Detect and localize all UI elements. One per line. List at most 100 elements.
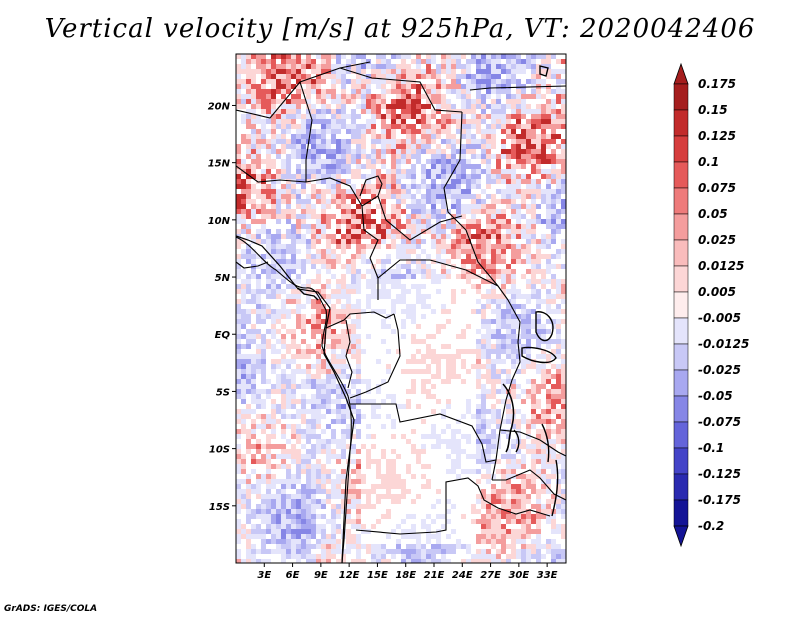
field-cell xyxy=(256,194,261,199)
field-cell xyxy=(296,69,301,74)
field-cell xyxy=(441,119,446,124)
field-cell xyxy=(521,314,526,319)
field-cell xyxy=(416,349,421,354)
field-cell xyxy=(411,209,416,214)
field-cell xyxy=(421,114,426,119)
field-cell xyxy=(396,119,401,124)
field-cell xyxy=(256,114,261,119)
field-cell xyxy=(356,479,361,484)
field-cell xyxy=(521,69,526,74)
field-cell xyxy=(501,384,506,389)
field-cell xyxy=(416,84,421,89)
field-cell xyxy=(556,379,561,384)
field-cell xyxy=(271,234,276,239)
field-cell xyxy=(316,434,321,439)
field-cell xyxy=(396,69,401,74)
field-cell xyxy=(486,494,491,499)
field-cell xyxy=(486,354,491,359)
field-cell xyxy=(416,339,421,344)
field-cell xyxy=(316,524,321,529)
field-cell xyxy=(281,424,286,429)
field-cell xyxy=(326,334,331,339)
field-cell xyxy=(271,534,276,539)
field-cell xyxy=(531,179,536,184)
field-cell xyxy=(536,249,541,254)
field-cell xyxy=(281,84,286,89)
field-cell xyxy=(321,159,326,164)
field-cell xyxy=(306,94,311,99)
field-cell xyxy=(431,74,436,79)
field-cell xyxy=(311,59,316,64)
field-cell xyxy=(471,149,476,154)
field-cell xyxy=(441,179,446,184)
field-cell xyxy=(356,64,361,69)
field-cell xyxy=(271,419,276,424)
field-cell xyxy=(426,169,431,174)
field-cell xyxy=(461,204,466,209)
field-cell xyxy=(451,54,456,59)
field-cell xyxy=(531,454,536,459)
field-cell xyxy=(481,294,486,299)
field-cell xyxy=(486,479,491,484)
field-cell xyxy=(266,304,271,309)
field-cell xyxy=(406,224,411,229)
field-cell xyxy=(556,499,561,504)
field-cell xyxy=(531,399,536,404)
field-cell xyxy=(456,174,461,179)
field-cell xyxy=(491,289,496,294)
field-cell xyxy=(521,199,526,204)
field-cell xyxy=(341,499,346,504)
field-cell xyxy=(481,424,486,429)
field-cell xyxy=(356,219,361,224)
field-cell xyxy=(501,109,506,114)
field-cell xyxy=(431,444,436,449)
field-cell xyxy=(361,309,366,314)
field-cell xyxy=(511,179,516,184)
field-cell xyxy=(511,154,516,159)
field-cell xyxy=(366,104,371,109)
field-cell xyxy=(261,289,266,294)
field-cell xyxy=(311,194,316,199)
field-cell xyxy=(541,119,546,124)
field-cell xyxy=(296,509,301,514)
field-cell xyxy=(311,464,316,469)
field-cell xyxy=(361,124,366,129)
field-cell xyxy=(351,124,356,129)
field-cell xyxy=(336,164,341,169)
field-cell xyxy=(346,164,351,169)
field-cell xyxy=(321,99,326,104)
field-cell xyxy=(371,64,376,69)
field-cell xyxy=(336,389,341,394)
field-cell xyxy=(446,219,451,224)
field-cell xyxy=(471,234,476,239)
field-cell xyxy=(561,109,566,114)
field-cell xyxy=(421,209,426,214)
field-cell xyxy=(411,449,416,454)
field-cell xyxy=(466,134,471,139)
field-cell xyxy=(441,259,446,264)
field-cell xyxy=(476,254,481,259)
field-cell xyxy=(541,159,546,164)
field-cell xyxy=(276,169,281,174)
field-cell xyxy=(341,214,346,219)
field-cell xyxy=(526,149,531,154)
field-cell xyxy=(291,479,296,484)
field-cell xyxy=(556,439,561,444)
field-cell xyxy=(421,179,426,184)
field-cell xyxy=(256,404,261,409)
field-cell xyxy=(406,389,411,394)
field-cell xyxy=(261,94,266,99)
field-cell xyxy=(321,59,326,64)
field-cell xyxy=(506,459,511,464)
field-cell xyxy=(356,174,361,179)
field-cell xyxy=(341,439,346,444)
field-cell xyxy=(296,309,301,314)
field-cell xyxy=(386,289,391,294)
field-cell xyxy=(561,169,566,174)
field-cell xyxy=(441,64,446,69)
field-cell xyxy=(321,489,326,494)
field-cell xyxy=(451,364,456,369)
field-cell xyxy=(401,144,406,149)
field-cell xyxy=(416,289,421,294)
field-cell xyxy=(561,369,566,374)
